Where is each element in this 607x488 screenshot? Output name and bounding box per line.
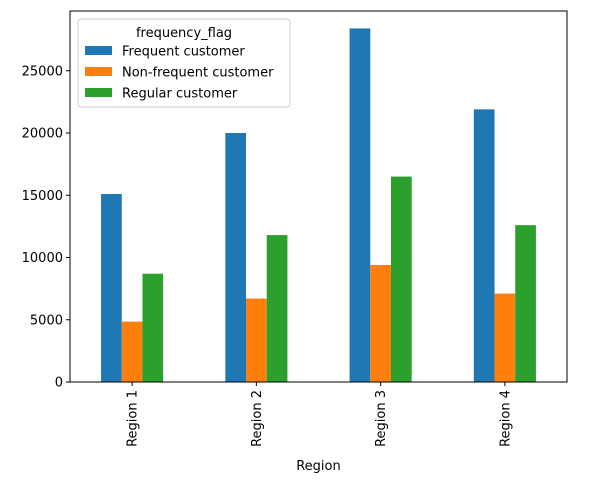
legend-entry: Regular customer <box>122 87 238 102</box>
x-axis: Region 1 Region 2 Region 3 Region 4 <box>126 382 513 447</box>
bar <box>266 235 288 382</box>
y-tick-label: 10000 <box>22 251 63 266</box>
legend: frequency_flag Frequent customer Non-frequ… <box>77 18 291 108</box>
y-tick-label: 15000 <box>22 189 63 204</box>
bar <box>370 264 391 382</box>
bar <box>101 194 122 382</box>
bar <box>494 293 516 382</box>
y-tick-label: 25000 <box>22 64 63 79</box>
y-axis: 0 5000 10000 15000 20000 25000 <box>22 64 70 391</box>
bar <box>515 225 536 382</box>
x-tick-label: Region 2 <box>250 390 265 447</box>
bar <box>225 133 247 382</box>
y-tick-label: 5000 <box>30 313 63 328</box>
legend-swatch <box>85 46 112 55</box>
legend-swatch <box>85 88 112 97</box>
plot-frame <box>69 10 568 383</box>
bar <box>142 273 164 382</box>
legend-entry: Non-frequent customer <box>122 66 274 81</box>
x-tick-label: Region 4 <box>498 390 513 447</box>
bar <box>246 298 267 382</box>
y-tick-label: 0 <box>55 376 63 391</box>
y-tick-label: 20000 <box>22 127 63 142</box>
legend-box <box>77 18 291 108</box>
bar <box>349 28 371 382</box>
bar <box>473 109 495 382</box>
x-tick-label: Region 1 <box>126 390 141 447</box>
legend-title: frequency_flag <box>136 26 232 41</box>
bar <box>121 321 143 382</box>
bar <box>390 176 412 382</box>
bars-group <box>101 28 536 382</box>
legend-swatch <box>85 67 112 76</box>
x-tick-label: Region 3 <box>374 390 389 447</box>
legend-entry: Frequent customer <box>122 45 245 60</box>
x-axis-label: Region <box>296 459 341 474</box>
